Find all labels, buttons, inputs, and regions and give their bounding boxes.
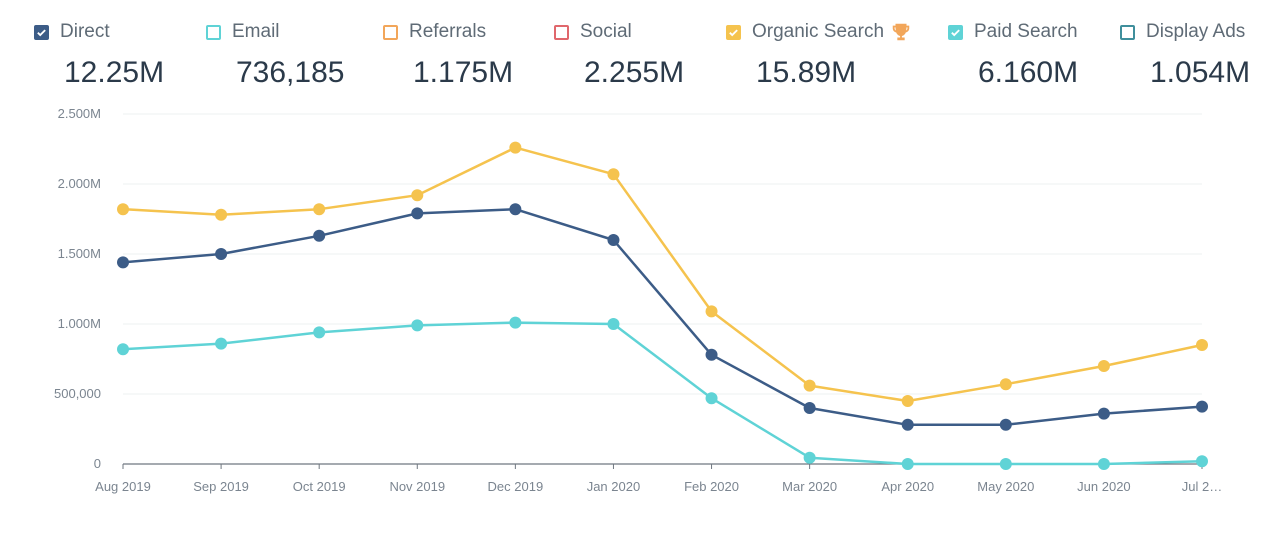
data-point-organic-search xyxy=(411,189,424,202)
legend-item-email[interactable]: Email 736,185 xyxy=(206,18,344,89)
data-point-paid-search xyxy=(705,392,718,405)
data-point-paid-search xyxy=(509,316,522,329)
legend-item-display-ads[interactable]: Display Ads 1.054M xyxy=(1120,18,1250,89)
data-point-paid-search xyxy=(215,337,228,350)
data-point-organic-search xyxy=(901,395,914,407)
legend-value: 1.175M xyxy=(413,56,514,89)
legend-value: 1.054M xyxy=(1150,56,1251,89)
data-point-direct xyxy=(215,248,228,260)
y-tick-label: 500,000 xyxy=(54,386,101,401)
y-tick-label: 2.500M xyxy=(58,106,101,121)
data-point-paid-search xyxy=(901,458,914,470)
x-tick-label: May 2020 xyxy=(977,479,1034,494)
x-tick-label: Jun 2020 xyxy=(1077,479,1131,494)
data-point-direct xyxy=(803,402,816,414)
legend-label: Social xyxy=(580,21,632,42)
data-point-direct xyxy=(411,207,424,220)
legend-value: 15.89M xyxy=(756,56,857,89)
legend-label: Referrals xyxy=(409,21,487,42)
legend-item-social[interactable]: Social 2.255M xyxy=(554,18,684,89)
legend-label: Email xyxy=(232,21,280,42)
series-line-direct xyxy=(122,207,1203,427)
data-point-organic-search xyxy=(607,168,620,181)
data-point-direct xyxy=(313,229,326,242)
x-tick-label: Apr 2020 xyxy=(881,479,934,494)
y-tick-label: 1.000M xyxy=(58,316,101,331)
data-point-paid-search xyxy=(1097,458,1110,470)
legend-value: 736,185 xyxy=(236,56,345,89)
x-tick-label: Dec 2019 xyxy=(488,479,544,494)
series-line-paid-search xyxy=(122,321,1203,466)
data-point-paid-search xyxy=(1196,455,1208,468)
y-tick-label: 1.500M xyxy=(58,246,101,261)
data-point-direct xyxy=(607,234,620,246)
data-point-paid-search xyxy=(803,451,816,464)
data-point-direct xyxy=(901,418,914,431)
x-tick-label: Aug 2019 xyxy=(95,479,151,494)
data-point-direct xyxy=(1097,407,1110,420)
legend-value: 12.25M xyxy=(64,56,165,89)
data-point-direct xyxy=(705,348,718,361)
line-chart: 0 500,000 1.000M 1.500M 2.000M 2.500M Aug 2019… xyxy=(54,106,1222,494)
checkbox-icon[interactable] xyxy=(206,24,221,40)
data-point-paid-search xyxy=(999,458,1012,470)
data-point-organic-search xyxy=(999,378,1012,391)
checkbox-icon[interactable] xyxy=(383,24,398,40)
y-tick-label: 2.000M xyxy=(58,176,101,191)
x-tick-label: Feb 2020 xyxy=(684,479,739,494)
legend-label: Display Ads xyxy=(1146,21,1246,42)
data-point-direct xyxy=(509,203,522,216)
y-tick-label: 0 xyxy=(94,456,101,471)
data-point-paid-search xyxy=(117,343,129,356)
data-point-organic-search xyxy=(1097,360,1110,372)
checkbox-icon[interactable] xyxy=(948,24,963,40)
data-point-organic-search xyxy=(313,203,326,216)
x-tick-label: Sep 2019 xyxy=(193,479,249,494)
series-line-organic-search xyxy=(122,146,1203,403)
checkbox-icon[interactable] xyxy=(554,24,569,40)
data-point-organic-search xyxy=(117,203,129,216)
data-point-organic-search xyxy=(803,379,816,392)
x-tick-label: Nov 2019 xyxy=(389,479,445,494)
legend-item-paid-search[interactable]: Paid Search 6.160M xyxy=(948,18,1078,89)
data-point-organic-search xyxy=(1196,339,1208,351)
x-tick-label: Oct 2019 xyxy=(293,479,346,494)
data-point-paid-search xyxy=(411,319,424,332)
legend-value: 2.255M xyxy=(584,56,685,89)
data-point-direct xyxy=(999,418,1012,431)
legend-item-referrals[interactable]: Referrals 1.175M xyxy=(383,18,513,89)
x-tick-label: Jul 2… xyxy=(1182,479,1222,494)
data-point-organic-search xyxy=(215,208,228,221)
checkbox-icon[interactable] xyxy=(1120,24,1135,40)
checkbox-icon[interactable] xyxy=(726,24,741,40)
data-point-direct xyxy=(117,256,129,269)
data-point-paid-search xyxy=(313,326,326,339)
legend-label: Organic Search xyxy=(752,21,885,42)
data-point-organic-search xyxy=(705,305,718,318)
x-tick-label: Mar 2020 xyxy=(782,479,837,494)
legend-label: Direct xyxy=(60,21,110,42)
legend-value: 6.160M xyxy=(978,56,1079,89)
x-tick-label: Jan 2020 xyxy=(587,479,641,494)
legend-item-organic-search[interactable]: Organic Search 15.89M xyxy=(726,18,912,89)
trophy-icon xyxy=(890,21,912,43)
data-point-organic-search xyxy=(509,141,522,154)
data-point-paid-search xyxy=(607,318,620,330)
legend-item-direct[interactable]: Direct 12.25M xyxy=(34,18,164,89)
data-point-direct xyxy=(1196,400,1208,413)
checkbox-icon[interactable] xyxy=(34,24,49,40)
legend: Direct 12.25M Email 736,185 Referrals 1.… xyxy=(0,18,1277,98)
legend-label: Paid Search xyxy=(974,21,1078,42)
